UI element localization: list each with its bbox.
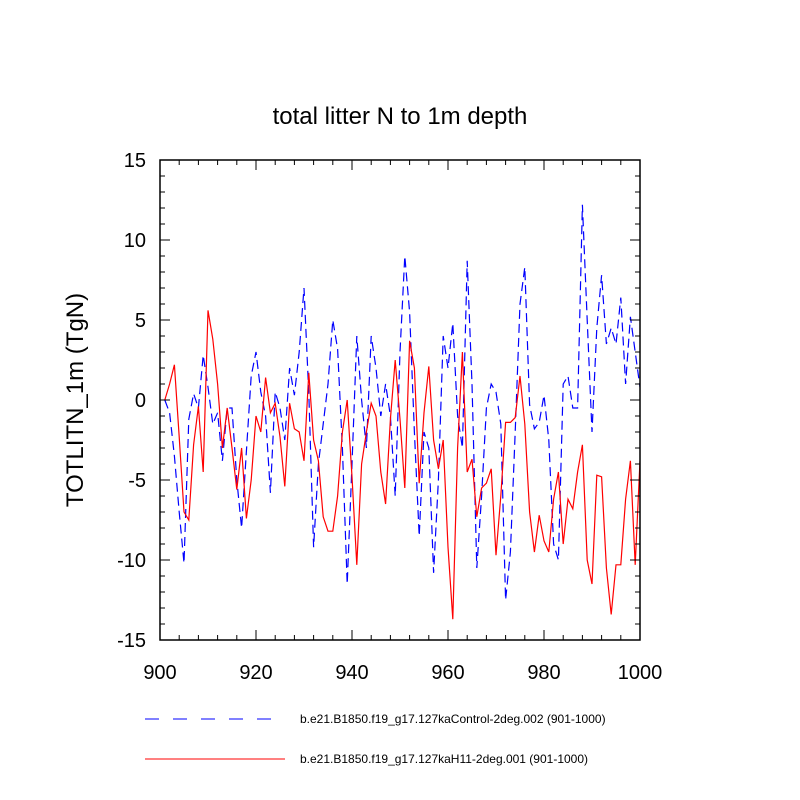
y-tick-label: 10 bbox=[124, 230, 146, 252]
x-tick-label: 900 bbox=[143, 662, 176, 684]
y-tick-label: -5 bbox=[128, 470, 146, 492]
y-tick-label: -10 bbox=[117, 550, 146, 572]
chart-title: total litter N to 1m depth bbox=[273, 103, 528, 130]
x-tick-label: 920 bbox=[239, 662, 272, 684]
series-line-2 bbox=[164, 310, 640, 620]
legend-label-1: b.e21.B1850.f19_g17.127kaControl-2deg.00… bbox=[300, 712, 606, 726]
y-axis-label: TOTLITN_1m (TgN) bbox=[62, 293, 89, 507]
x-tick-label: 980 bbox=[527, 662, 560, 684]
x-tick-label: 1000 bbox=[618, 662, 663, 684]
y-tick-label: 5 bbox=[135, 310, 146, 332]
y-tick-label: -15 bbox=[117, 630, 146, 652]
x-tick-label: 960 bbox=[431, 662, 464, 684]
legend: b.e21.B1850.f19_g17.127kaControl-2deg.00… bbox=[145, 712, 606, 766]
y-tick-label: 0 bbox=[135, 390, 146, 412]
y-tick-label: 15 bbox=[124, 150, 146, 172]
x-tick-label: 940 bbox=[335, 662, 368, 684]
legend-label-2: b.e21.B1850.f19_g17.127kaH11-2deg.001 (9… bbox=[300, 752, 588, 766]
series-line-1 bbox=[164, 204, 640, 601]
plot-area: 900 920 940 960 980 1000 15 10 5 0 -5 -10 -15 bbox=[117, 150, 662, 684]
plot-frame bbox=[159, 159, 641, 641]
